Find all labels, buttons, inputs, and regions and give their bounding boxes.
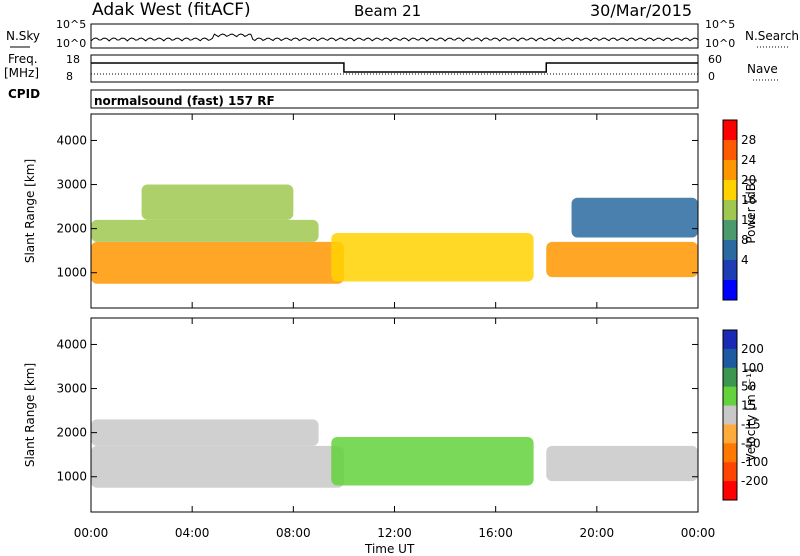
velocity-cbar-frame: [722, 329, 738, 501]
xtick-label-1: 04:00: [175, 526, 210, 540]
velocity-cbar-seg-5: [723, 424, 737, 444]
xtick-label-4: 16:00: [478, 526, 513, 540]
power-region-0: [91, 241, 344, 284]
velocity-ytick-label-2: 3000: [56, 382, 87, 396]
velocity-cbar-label-6: -100: [741, 455, 768, 469]
xtick-label-5: 20:00: [580, 526, 615, 540]
freq-unit-label: [MHz]: [4, 66, 40, 80]
xaxis-label: Time UT: [365, 542, 415, 556]
velocity-cbar-seg-3: [723, 386, 737, 407]
xtick-label-3: 12:00: [377, 526, 412, 540]
power-cbar-seg-2: [723, 160, 737, 181]
velocity-cbar-seg-4: [723, 405, 737, 425]
velocity-cbar-label-5: -50: [741, 436, 761, 450]
power-cbar-seg-5: [723, 220, 737, 241]
power-region-4: [546, 241, 698, 278]
power-region-1: [91, 219, 319, 242]
velocity-cbar-seg-7: [723, 462, 737, 482]
velocity-ytick-label-3: 4000: [56, 337, 87, 351]
nsky-tick-bottom: 10^0: [56, 37, 87, 50]
power-cbar-seg-4: [723, 200, 737, 221]
date-label: 30/Mar/2015: [590, 1, 693, 20]
velocity-cbar-seg-0: [723, 330, 737, 350]
velocity-region-3: [546, 445, 698, 482]
nave-tick-top: 60: [708, 53, 722, 66]
velocity-cbar-seg-1: [723, 348, 737, 369]
velocity-cbar-seg-6: [723, 443, 737, 463]
power-cbar-seg-6: [723, 240, 737, 261]
freq-tick-bottom: 8: [66, 70, 73, 83]
velocity-region-0: [91, 445, 344, 488]
nave-tick-bottom: 0: [708, 70, 715, 83]
power-ytick-label-1: 2000: [56, 222, 87, 236]
velocity-cbar-label-2: 50: [741, 380, 756, 394]
xtick-label-2: 08:00: [276, 526, 311, 540]
velocity-region-1: [91, 419, 319, 446]
power-ytick-label-2: 3000: [56, 178, 87, 192]
cpid-panel: [90, 89, 699, 109]
velocity-ytick-label-0: 1000: [56, 470, 87, 484]
nsearch-tick-bottom: 10^0: [705, 37, 736, 50]
power-ytick-label-3: 4000: [56, 133, 87, 147]
xtick-label-6: 00:00: [681, 526, 716, 540]
power-cbar-seg-3: [723, 180, 737, 201]
nsky-trace: [90, 33, 699, 42]
freq-tick-top: 18: [66, 53, 80, 66]
velocity-cbar-label-4: -15: [741, 417, 761, 431]
velocity-cbar-label-7: -200: [741, 474, 768, 488]
velocity-cbar-seg-2: [723, 367, 737, 388]
power-cbar-label-1: 24: [741, 153, 756, 167]
velocity-cbar-seg-8: [723, 481, 737, 501]
velocity-cbar-label-1: 100: [741, 361, 764, 375]
power-cbar-label-4: 12: [741, 213, 756, 227]
power-cbar-label-0: 28: [741, 133, 756, 147]
power-region-3: [331, 233, 534, 282]
power-cbar-label-5: 8: [741, 233, 749, 247]
power-cbar-label-2: 20: [741, 173, 756, 187]
freq-trace: [91, 62, 698, 73]
power-cbar-seg-0: [723, 120, 737, 141]
power-cbar-seg-1: [723, 140, 737, 161]
nsky-tick-top: 10^5: [56, 18, 87, 31]
power-ytick-label-0: 1000: [56, 266, 87, 280]
velocity-cbar-label-3: 15: [741, 399, 756, 413]
power-region-5: [571, 197, 698, 238]
nsky-label: N.Sky: [6, 29, 41, 43]
power-cbar-seg-7: [723, 260, 737, 281]
nave-label: Nave: [747, 62, 778, 76]
page-title: Adak West (fitACF): [92, 0, 251, 20]
velocity-cbar-label-0: 200: [741, 342, 764, 356]
xtick-label-0: 00:00: [74, 526, 109, 540]
velocity-region-2: [331, 437, 534, 486]
nsky-panel: [90, 23, 699, 49]
nsearch-label: N.Search: [745, 29, 800, 43]
power-region-2: [141, 184, 294, 220]
cpid-text: normalsound (fast) 157 RF: [94, 94, 275, 108]
nsearch-tick-top: 10^5: [705, 18, 736, 31]
velocity-ytick-label-1: 2000: [56, 426, 87, 440]
beam-label: Beam 21: [354, 2, 422, 20]
power-cbar-label-3: 16: [741, 193, 756, 207]
cpid-label: CPID: [8, 87, 41, 101]
power-cbar-frame: [722, 119, 738, 301]
power-cbar-seg-8: [723, 280, 737, 301]
freq-panel: [90, 54, 699, 83]
freq-label: Freq.: [8, 52, 38, 66]
power-cbar-label-6: 4: [741, 253, 749, 267]
